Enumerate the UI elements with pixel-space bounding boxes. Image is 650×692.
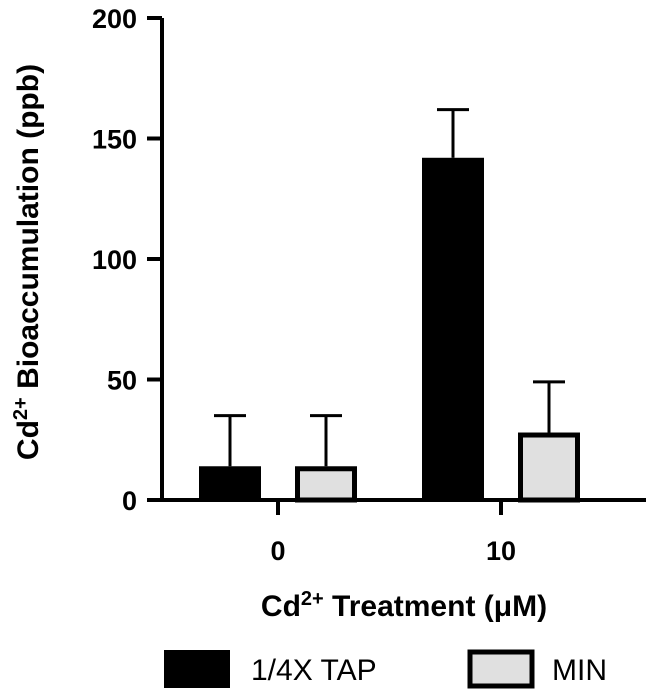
bar-min-0 [295,466,357,503]
y-tick-label: 200 [92,4,137,34]
y-tick-label: 0 [122,486,137,516]
x-ticks: 0 10 [270,500,516,566]
y-ticks: 0 50 100 150 200 [92,4,162,516]
bar-tap-0 [199,466,261,500]
legend: 1/4X TAP MIN [164,649,607,689]
error-bars-layer [214,108,565,467]
legend-label-tap: 1/4X TAP [251,654,377,687]
x-tick-label: 0 [270,536,285,566]
legend-swatch-tap [164,650,230,688]
legend-swatch-min [467,649,535,689]
y-axis-title: Cd2+ Bioaccumulation (ppb) [10,64,45,460]
x-tick-label: 10 [486,536,516,566]
x-axis-title: Cd2+ Treatment (μM) [261,588,547,623]
bar-min-10 [518,432,580,503]
bar-tap-10 [422,157,484,500]
y-tick-label: 50 [107,366,137,396]
legend-label-min: MIN [552,654,607,687]
y-tick-label: 100 [92,245,137,275]
y-tick-label: 150 [92,125,137,155]
bars-layer [199,157,580,503]
